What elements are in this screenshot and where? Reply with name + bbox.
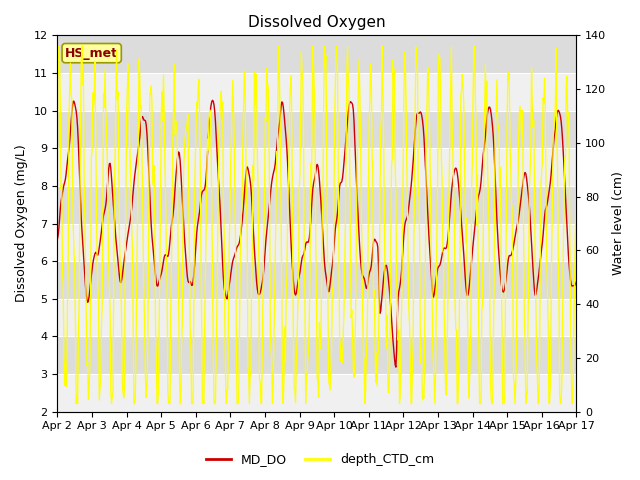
Y-axis label: Dissolved Oxygen (mg/L): Dissolved Oxygen (mg/L) — [15, 144, 28, 302]
Text: HS_met: HS_met — [65, 47, 118, 60]
Y-axis label: Water level (cm): Water level (cm) — [612, 171, 625, 276]
Bar — [58, 186, 576, 224]
Title: Dissolved Oxygen: Dissolved Oxygen — [248, 15, 386, 30]
Bar — [58, 36, 576, 73]
Legend: MD_DO, depth_CTD_cm: MD_DO, depth_CTD_cm — [200, 448, 440, 471]
Bar — [58, 110, 576, 148]
Bar — [58, 261, 576, 299]
Bar — [58, 336, 576, 374]
